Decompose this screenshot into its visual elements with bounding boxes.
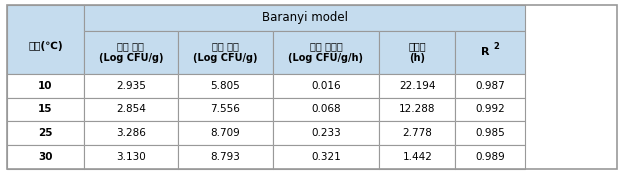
Text: 15: 15 — [38, 104, 53, 114]
Text: 8.793: 8.793 — [210, 152, 241, 162]
Text: 0.068: 0.068 — [311, 104, 341, 114]
Bar — [456, 145, 526, 169]
Bar — [273, 98, 379, 121]
Text: 22.194: 22.194 — [399, 81, 436, 91]
Text: R: R — [481, 47, 490, 57]
Bar — [273, 74, 379, 98]
Bar — [84, 145, 178, 169]
Bar — [456, 74, 526, 98]
Bar — [7, 121, 84, 145]
Text: 2.778: 2.778 — [402, 128, 432, 138]
Bar — [84, 5, 526, 30]
Text: 0.321: 0.321 — [311, 152, 341, 162]
Bar — [7, 74, 84, 98]
Text: 초기 균수
(Log CFU/g): 초기 균수 (Log CFU/g) — [99, 41, 163, 63]
Bar — [379, 30, 456, 74]
Text: 0.989: 0.989 — [476, 152, 505, 162]
Text: 0.992: 0.992 — [476, 104, 505, 114]
Bar — [379, 121, 456, 145]
Bar — [178, 145, 273, 169]
Text: 25: 25 — [38, 128, 53, 138]
Bar — [456, 98, 526, 121]
Text: 8.709: 8.709 — [210, 128, 240, 138]
Bar — [178, 121, 273, 145]
Bar — [273, 30, 379, 74]
Text: 3.286: 3.286 — [116, 128, 146, 138]
Bar — [178, 121, 273, 145]
Bar — [84, 121, 178, 145]
Bar — [84, 145, 178, 169]
Bar — [456, 98, 526, 121]
Bar — [178, 30, 273, 74]
Text: 2.935: 2.935 — [116, 81, 146, 91]
Bar — [84, 5, 526, 30]
Bar — [84, 121, 178, 145]
Bar — [379, 30, 456, 74]
Bar — [273, 121, 379, 145]
Bar — [7, 121, 84, 145]
Bar — [7, 5, 84, 74]
Text: 0.016: 0.016 — [311, 81, 341, 91]
Bar — [7, 98, 84, 121]
Text: 0.985: 0.985 — [476, 128, 505, 138]
Text: Baranyi model: Baranyi model — [262, 11, 348, 24]
Bar — [379, 121, 456, 145]
Bar — [379, 74, 456, 98]
Bar — [84, 98, 178, 121]
Bar — [379, 145, 456, 169]
Bar — [7, 5, 84, 74]
Bar — [456, 121, 526, 145]
Text: 12.288: 12.288 — [399, 104, 436, 114]
Bar — [178, 98, 273, 121]
Bar — [273, 145, 379, 169]
Text: 3.130: 3.130 — [116, 152, 146, 162]
Bar — [379, 74, 456, 98]
Text: 2: 2 — [494, 43, 500, 52]
Bar — [379, 145, 456, 169]
Bar — [178, 74, 273, 98]
Bar — [84, 74, 178, 98]
Bar — [178, 98, 273, 121]
Bar — [273, 30, 379, 74]
Bar — [456, 145, 526, 169]
Bar — [273, 121, 379, 145]
Bar — [7, 145, 84, 169]
Bar — [456, 30, 526, 74]
Text: 최대 성장률
(Log CFU/g/h): 최대 성장률 (Log CFU/g/h) — [288, 41, 363, 63]
Bar — [273, 145, 379, 169]
Bar — [84, 74, 178, 98]
Bar — [178, 74, 273, 98]
Bar — [273, 74, 379, 98]
Bar — [178, 30, 273, 74]
Bar — [273, 98, 379, 121]
Bar — [7, 74, 84, 98]
Bar — [456, 121, 526, 145]
Text: 0.233: 0.233 — [311, 128, 341, 138]
Text: 2.854: 2.854 — [116, 104, 146, 114]
Bar — [379, 98, 456, 121]
Bar — [456, 30, 526, 74]
Bar — [178, 145, 273, 169]
Text: 온도(℃): 온도(℃) — [29, 41, 63, 51]
Bar — [7, 98, 84, 121]
Text: 10: 10 — [38, 81, 53, 91]
Text: 최대 균수
(Log CFU/g): 최대 균수 (Log CFU/g) — [193, 41, 257, 63]
Text: 5.805: 5.805 — [210, 81, 240, 91]
Text: 1.442: 1.442 — [402, 152, 432, 162]
Text: 30: 30 — [38, 152, 53, 162]
Text: 유도기
(h): 유도기 (h) — [409, 41, 426, 63]
Bar — [7, 145, 84, 169]
Bar — [456, 74, 526, 98]
Bar — [84, 98, 178, 121]
Bar — [84, 30, 178, 74]
Bar — [379, 98, 456, 121]
Bar — [84, 30, 178, 74]
Text: 7.556: 7.556 — [210, 104, 241, 114]
Text: 0.987: 0.987 — [476, 81, 505, 91]
